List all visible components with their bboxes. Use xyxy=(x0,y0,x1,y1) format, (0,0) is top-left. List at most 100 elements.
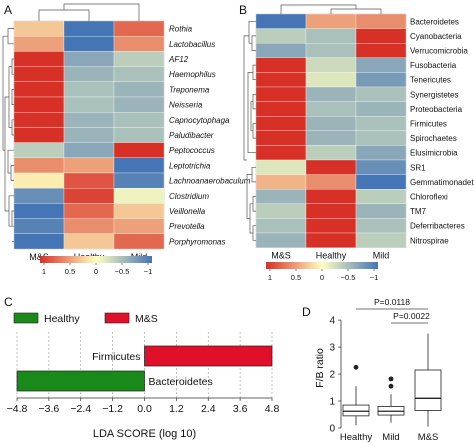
row-dendrogram-branch xyxy=(249,203,253,234)
panel-label-b: B xyxy=(239,3,247,17)
y-axis-title: F/B ratio xyxy=(314,348,326,388)
color-legend-bar xyxy=(40,256,152,263)
row-label: Synergistetes xyxy=(410,90,458,99)
heatmap-cell xyxy=(305,203,357,219)
heatmap-cell xyxy=(63,96,115,113)
heatmap-cell xyxy=(355,174,407,190)
heatmap-cell xyxy=(255,57,307,73)
column-label: Mild xyxy=(373,251,390,261)
heatmap-cell xyxy=(355,130,407,146)
heatmap-cell xyxy=(255,159,307,175)
legend-tick-label: 1 xyxy=(268,273,272,282)
heatmap-cell xyxy=(255,72,307,88)
legend-tick-label: 0 xyxy=(320,273,324,282)
column-dendrogram-branch xyxy=(330,8,382,14)
y-tick-label: 0 xyxy=(329,424,335,435)
heatmap-cell xyxy=(63,172,115,189)
legend-label: Healthy xyxy=(44,313,80,325)
row-label: Porphyromonas xyxy=(169,237,225,246)
heatmap-cell xyxy=(113,20,165,37)
heatmap-cell xyxy=(355,116,407,131)
row-dendrogram-branch xyxy=(251,35,256,51)
row-label: Chloroflexi xyxy=(410,193,448,202)
row-label: Nitrospirae xyxy=(410,236,449,245)
legend-tick-label: 1 xyxy=(42,267,46,276)
row-dendrogram-branch xyxy=(252,93,256,110)
legend-tick-label: −0.5 xyxy=(115,267,130,276)
row-label: Bacteroidetes xyxy=(410,17,459,26)
heatmap-cell xyxy=(63,127,115,143)
row-label: Tenericutes xyxy=(410,76,451,85)
row-label: Elusimicrobia xyxy=(410,149,458,158)
heatmap-cell xyxy=(355,28,407,44)
heatmap-cell xyxy=(113,66,165,82)
heatmap-cell xyxy=(255,203,307,219)
row-label: Firmicutes xyxy=(410,120,447,129)
heatmap-cell xyxy=(355,13,407,29)
heatmap-cell xyxy=(255,174,307,190)
lda-bar xyxy=(16,370,145,392)
lda-bar xyxy=(144,345,273,367)
heatmap-cell xyxy=(13,142,65,158)
heatmap-cell xyxy=(355,203,407,219)
row-label: Capnocytophaga xyxy=(169,116,230,125)
legend-tick-label: 0 xyxy=(94,267,98,276)
row-label: Fusobacteria xyxy=(410,61,457,70)
heatmap-cell xyxy=(355,189,407,204)
heatmap-cell xyxy=(255,43,307,58)
x-tick-label: 1.2 xyxy=(169,403,184,415)
heatmap-cell xyxy=(63,112,115,128)
box xyxy=(342,404,370,417)
heatmap-cell xyxy=(355,72,407,88)
heatmap-cell xyxy=(13,51,65,67)
heatmap-cell xyxy=(255,130,307,146)
row-dendrogram-branch xyxy=(247,72,253,154)
row-dendrogram-branch xyxy=(11,58,14,75)
heatmap-cell xyxy=(13,157,65,174)
row-dendrogram-branch xyxy=(11,89,14,105)
panel-label-a: A xyxy=(4,3,12,17)
heatmap-cell xyxy=(113,112,165,128)
row-label: Leptotrichia xyxy=(169,161,211,170)
heatmap-cell xyxy=(255,86,307,102)
panel-label-d: D xyxy=(302,305,311,319)
heatmap-cell xyxy=(255,101,307,117)
x-axis-title: LDA SCORE (log 10) xyxy=(93,428,196,440)
heatmap-cell xyxy=(305,159,357,175)
x-tick-label: −3.6 xyxy=(39,403,60,415)
heatmap-cell xyxy=(355,57,407,73)
heatmap-cell xyxy=(305,86,357,102)
row-label: Clostridium xyxy=(169,192,209,201)
x-tick-label: −4.8 xyxy=(7,403,28,415)
heatmap-cell xyxy=(255,13,307,29)
heatmap-cell xyxy=(255,28,307,44)
row-dendrogram-branch xyxy=(4,96,9,212)
heatmap-cell xyxy=(13,188,65,204)
color-legend-bar xyxy=(266,262,378,269)
row-label: TM7 xyxy=(410,207,427,216)
x-tick-label: −1.2 xyxy=(102,403,123,415)
row-dendrogram-branch xyxy=(248,20,256,44)
row-dendrogram-branch xyxy=(11,119,14,136)
row-label: SR1 xyxy=(410,163,426,172)
legend-tick-label: −1 xyxy=(370,273,379,282)
row-label: Proteobacteria xyxy=(410,105,463,114)
heatmap-cell xyxy=(63,81,115,98)
bar-label: Firmicutes xyxy=(92,351,140,363)
heatmap-cell xyxy=(63,20,115,37)
heatmap-cell xyxy=(113,36,165,52)
heatmap-cell xyxy=(355,159,407,175)
row-dendrogram-branch xyxy=(243,35,249,161)
heatmap-cell xyxy=(305,72,357,88)
x-tick-label: 0.0 xyxy=(137,403,152,415)
x-tick-label: M&S xyxy=(418,432,439,443)
panel-label-c: C xyxy=(4,295,13,309)
row-dendrogram-branch xyxy=(250,101,253,132)
heatmap-cell xyxy=(355,145,407,161)
heatmap-cell xyxy=(305,43,357,58)
heatmap-cell xyxy=(113,233,165,250)
column-dendrogram-branch xyxy=(280,4,357,14)
row-dendrogram-branch xyxy=(252,225,256,241)
x-tick-label: 4.8 xyxy=(265,403,280,415)
row-dendrogram-branch xyxy=(11,210,14,227)
